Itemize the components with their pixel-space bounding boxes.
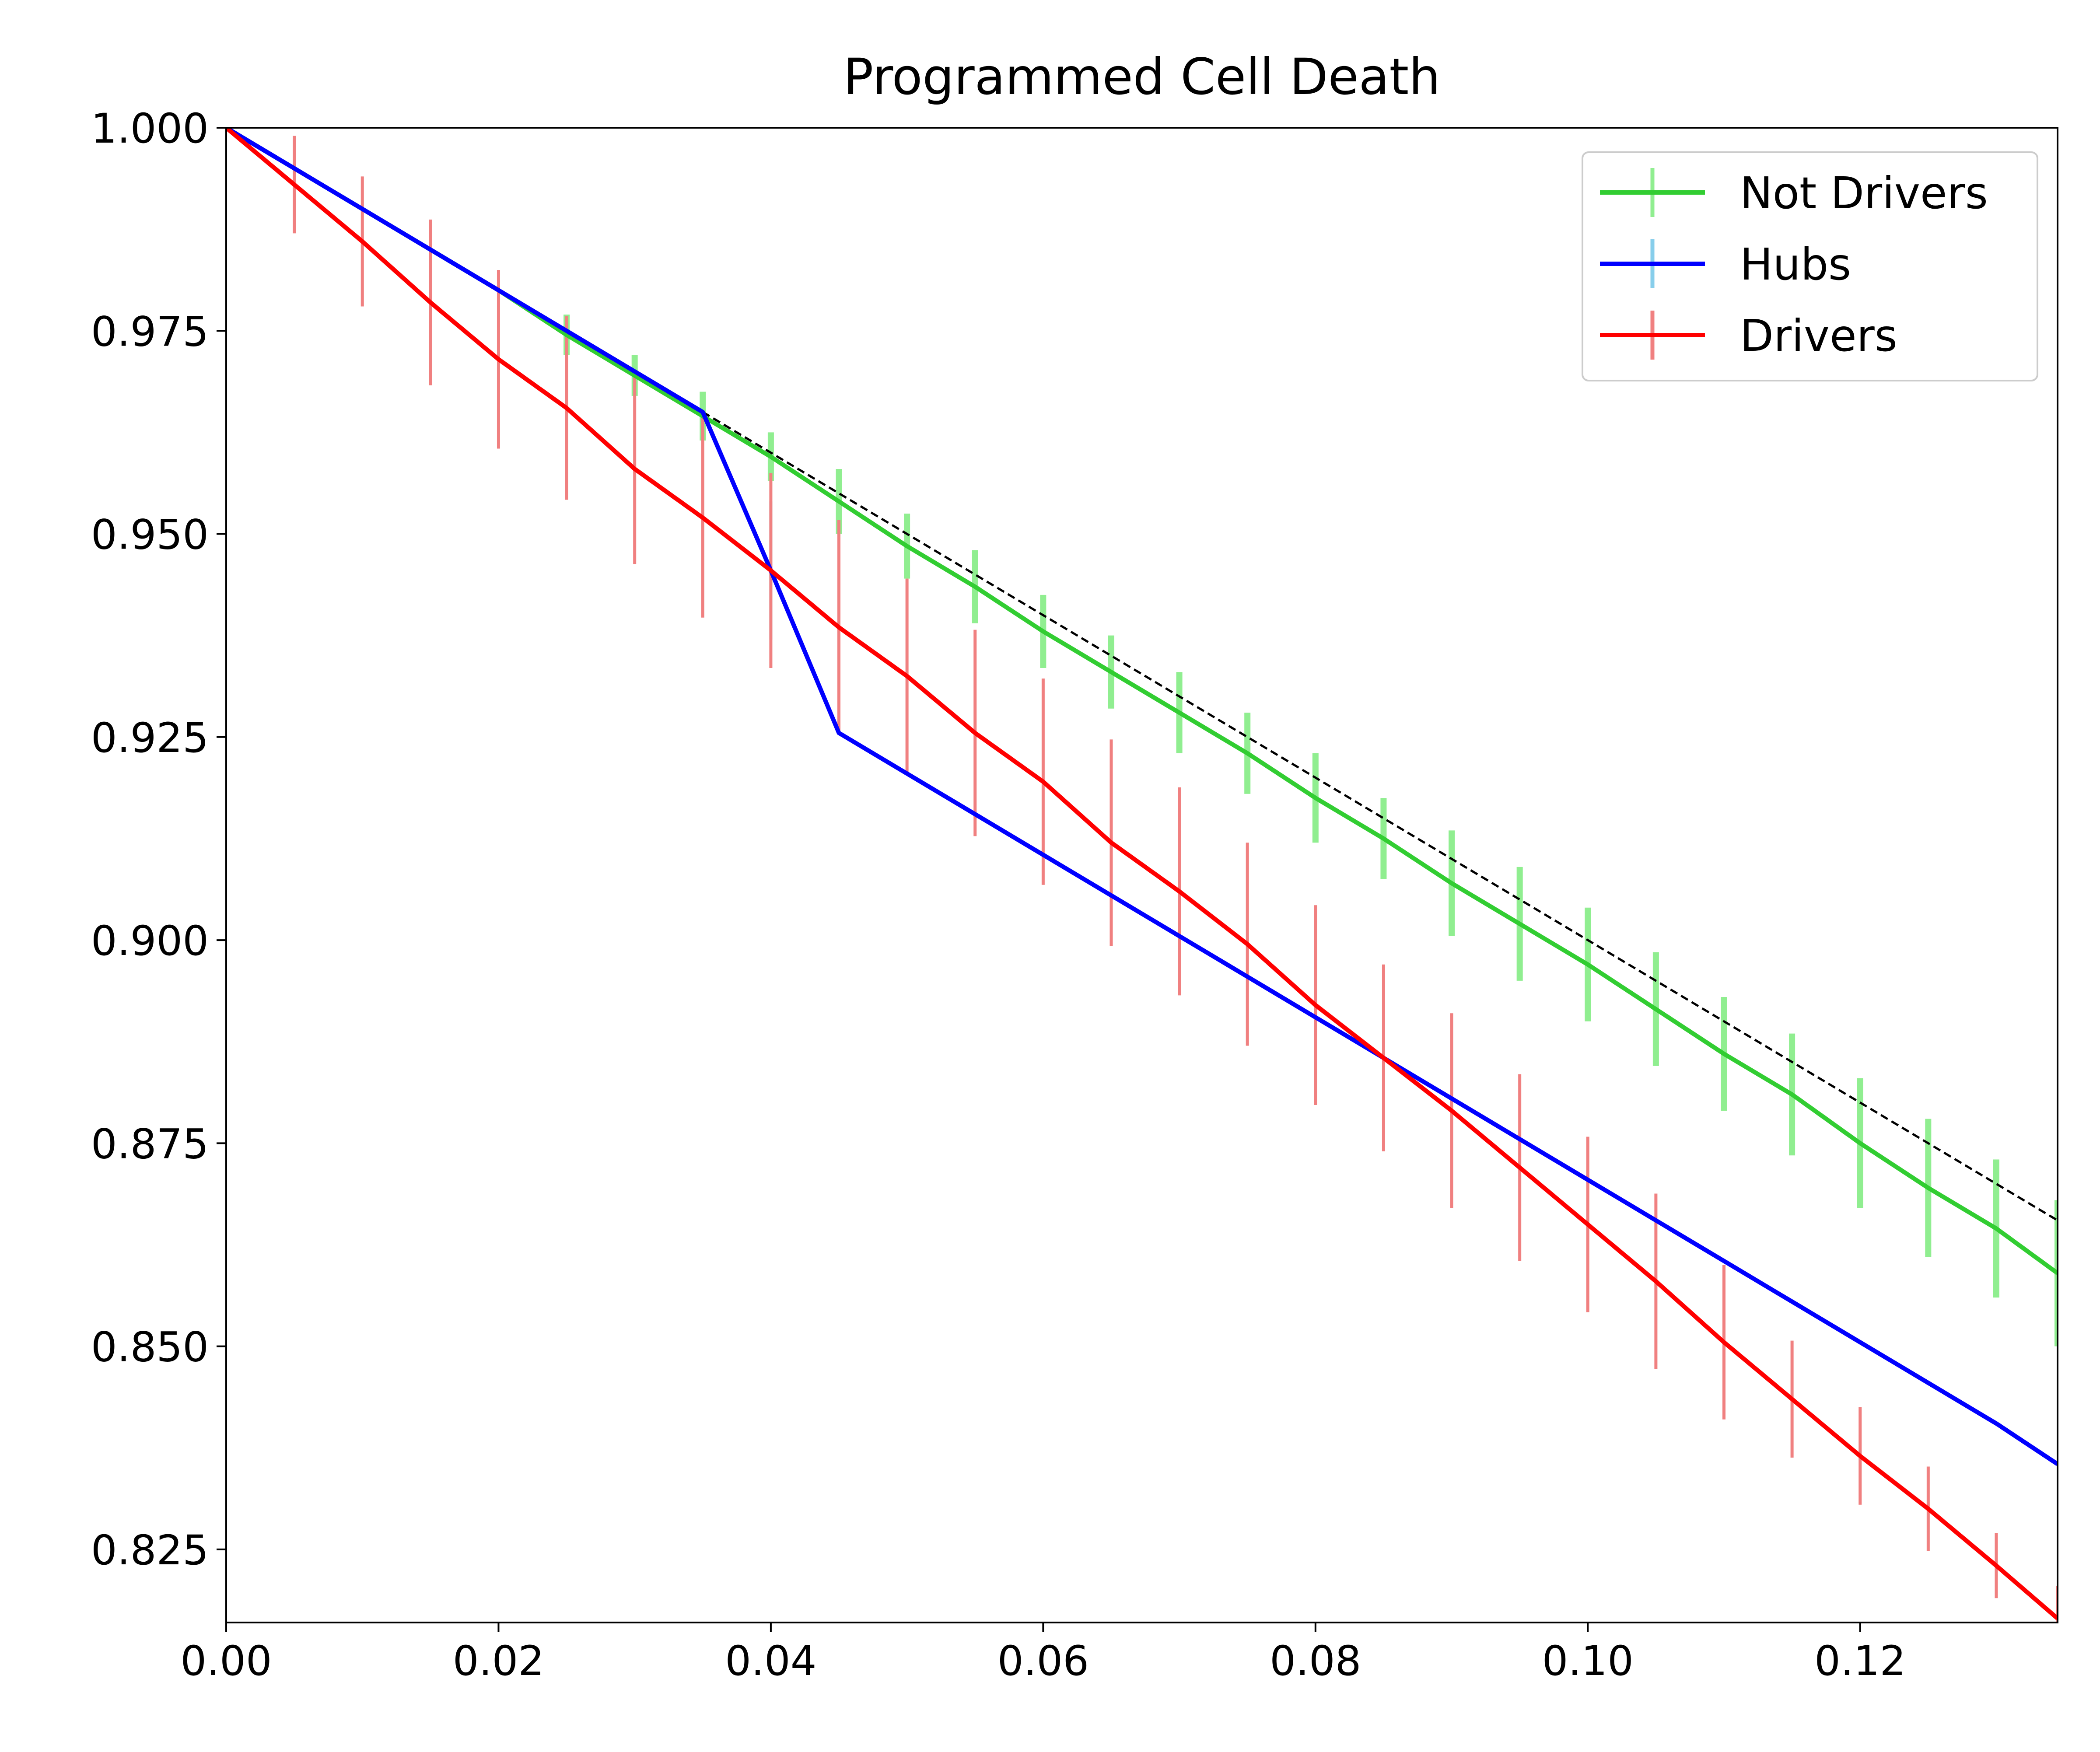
plot-area xyxy=(226,128,2058,1623)
x-axis: 0.00 0.02 0.04 0.06 0.08 0.10 0.12 xyxy=(180,1623,1906,1685)
series-line-hubs xyxy=(226,128,2058,1466)
legend-item: Hubs xyxy=(1600,239,1851,290)
y-tick-label: 0.875 xyxy=(91,1120,209,1168)
legend: Not Drivers Hubs Drivers xyxy=(1582,151,2038,381)
y-tick-label: 0.900 xyxy=(91,917,209,965)
legend-item: Drivers xyxy=(1600,310,1897,361)
chart-title: Programmed Cell Death xyxy=(844,48,1441,106)
legend-label: Hubs xyxy=(1740,239,1851,290)
y-tick-label: 0.850 xyxy=(91,1324,209,1371)
legend-label: Not Drivers xyxy=(1740,168,1988,219)
y-tick-label: 0.975 xyxy=(91,308,209,356)
y-tick-label: 1.000 xyxy=(91,105,209,153)
y-tick-label: 0.950 xyxy=(91,511,209,559)
y-axis: 1.000 0.975 0.950 0.925 0.900 0.875 0.850 0.825 xyxy=(91,105,226,1574)
legend-label: Drivers xyxy=(1740,310,1897,361)
axes-frame xyxy=(225,127,2058,1623)
legend-item: Not Drivers xyxy=(1600,168,1988,219)
y-tick-label: 0.825 xyxy=(91,1527,209,1574)
reference-dashed-line xyxy=(702,411,2058,1221)
series-line-drivers xyxy=(226,128,2058,1620)
x-tick-label: 0.12 xyxy=(1814,1637,1906,1685)
plot-series-group xyxy=(226,128,2058,1623)
x-tick-label: 0.10 xyxy=(1542,1637,1634,1685)
x-tick-label: 0.06 xyxy=(998,1637,1089,1685)
x-tick-label: 0.00 xyxy=(180,1637,272,1685)
legend-box xyxy=(1582,151,2038,381)
x-tick-label: 0.08 xyxy=(1270,1637,1361,1685)
x-tick-label: 0.04 xyxy=(725,1637,816,1685)
y-tick-label: 0.925 xyxy=(91,714,209,762)
x-tick-label: 0.02 xyxy=(453,1637,544,1685)
